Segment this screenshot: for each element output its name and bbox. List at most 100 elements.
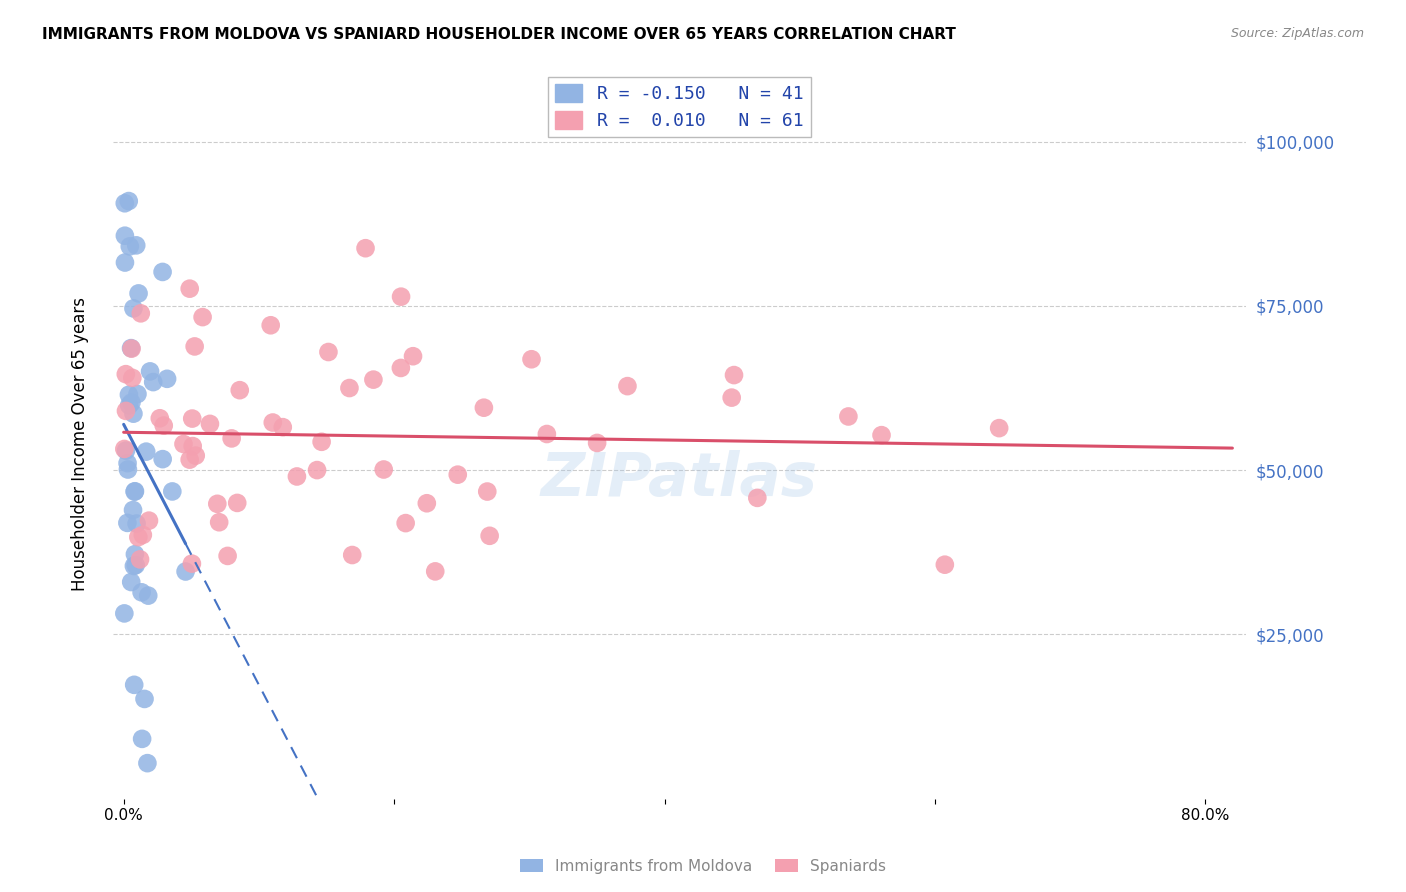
- Point: [179, 282, 201, 296]
- Point: [118, 194, 141, 208]
- Point: [723, 368, 745, 382]
- Point: [389, 361, 412, 376]
- Point: [127, 387, 149, 401]
- Point: [472, 401, 495, 415]
- Point: [114, 367, 136, 381]
- Point: [114, 196, 136, 211]
- Text: IMMIGRANTS FROM MOLDOVA VS SPANIARD HOUSEHOLDER INCOME OVER 65 YEARS CORRELATION: IMMIGRANTS FROM MOLDOVA VS SPANIARD HOUS…: [42, 27, 956, 42]
- Point: [208, 515, 231, 529]
- Point: [135, 444, 157, 458]
- Point: [134, 692, 156, 706]
- Point: [934, 558, 956, 572]
- Point: [136, 756, 159, 771]
- Point: [125, 238, 148, 252]
- Point: [115, 443, 138, 458]
- Point: [120, 395, 142, 409]
- Point: [262, 416, 284, 430]
- Point: [207, 497, 229, 511]
- Point: [363, 373, 385, 387]
- Point: [181, 439, 204, 453]
- Point: [122, 301, 145, 316]
- Point: [114, 255, 136, 269]
- Point: [181, 411, 204, 425]
- Point: [747, 491, 769, 505]
- Point: [118, 239, 141, 253]
- Point: [124, 484, 146, 499]
- Text: Source: ZipAtlas.com: Source: ZipAtlas.com: [1230, 27, 1364, 40]
- Point: [132, 528, 155, 542]
- Point: [152, 418, 174, 433]
- Point: [138, 514, 160, 528]
- Point: [342, 548, 364, 562]
- Point: [152, 452, 174, 467]
- Point: [586, 436, 609, 450]
- Point: [129, 552, 152, 566]
- Point: [447, 467, 470, 482]
- Point: [112, 607, 135, 621]
- Point: [536, 427, 558, 442]
- Point: [120, 575, 142, 590]
- Point: [124, 484, 146, 499]
- Point: [117, 462, 139, 476]
- Point: [125, 558, 148, 573]
- Point: [115, 404, 138, 418]
- Point: [122, 558, 145, 573]
- Point: [125, 516, 148, 531]
- Point: [616, 379, 638, 393]
- Point: [402, 349, 425, 363]
- Point: [285, 469, 308, 483]
- Point: [837, 409, 859, 424]
- Point: [389, 290, 412, 304]
- Point: [354, 241, 377, 255]
- Point: [226, 496, 249, 510]
- Point: [477, 484, 499, 499]
- Point: [139, 364, 162, 378]
- Point: [271, 420, 294, 434]
- Point: [173, 437, 195, 451]
- Point: [162, 484, 184, 499]
- Point: [122, 503, 145, 517]
- Point: [122, 678, 145, 692]
- Point: [118, 388, 141, 402]
- Point: [114, 228, 136, 243]
- Point: [395, 516, 418, 530]
- Legend: Immigrants from Moldova, Spaniards: Immigrants from Moldova, Spaniards: [513, 853, 893, 880]
- Point: [184, 449, 207, 463]
- Point: [425, 565, 447, 579]
- Point: [229, 383, 252, 397]
- Point: [311, 434, 333, 449]
- Point: [307, 463, 329, 477]
- Point: [121, 371, 143, 385]
- Point: [124, 547, 146, 561]
- Point: [520, 352, 543, 367]
- Point: [127, 530, 149, 544]
- Point: [117, 516, 139, 530]
- Point: [221, 431, 243, 445]
- Point: [179, 452, 201, 467]
- Point: [988, 421, 1011, 435]
- Point: [136, 589, 159, 603]
- Point: [142, 375, 165, 389]
- Point: [318, 345, 340, 359]
- Point: [131, 585, 153, 599]
- Point: [373, 462, 395, 476]
- Point: [180, 557, 202, 571]
- Point: [198, 417, 221, 431]
- Legend: R = -0.150   N = 41, R =  0.010   N = 61: R = -0.150 N = 41, R = 0.010 N = 61: [548, 77, 811, 137]
- Point: [152, 265, 174, 279]
- Point: [260, 318, 283, 333]
- Point: [121, 342, 143, 356]
- Y-axis label: Householder Income Over 65 years: Householder Income Over 65 years: [72, 297, 89, 591]
- Point: [122, 407, 145, 421]
- Point: [112, 442, 135, 456]
- Point: [131, 731, 153, 746]
- Point: [120, 341, 142, 355]
- Point: [478, 529, 501, 543]
- Point: [720, 391, 742, 405]
- Point: [339, 381, 361, 395]
- Point: [117, 456, 139, 470]
- Point: [416, 496, 439, 510]
- Point: [174, 565, 197, 579]
- Point: [217, 549, 239, 563]
- Point: [183, 339, 205, 353]
